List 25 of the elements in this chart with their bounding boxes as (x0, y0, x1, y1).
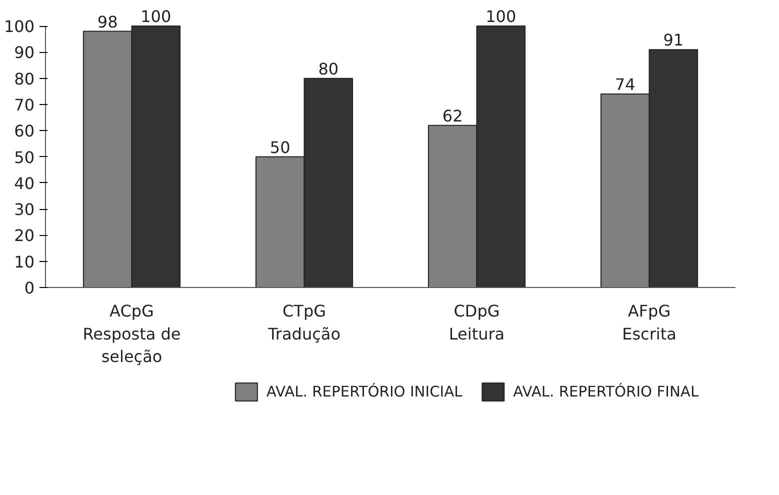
legend-label: AVAL. REPERTÓRIO INICIAL (266, 382, 464, 400)
x-tick-label: CDpG Leitura (448, 302, 505, 344)
data-label: 62 (442, 106, 463, 126)
data-label: 100 (486, 7, 516, 26)
y-tick-label: 100 (4, 17, 35, 36)
data-label: 74 (614, 75, 636, 94)
y-tick-label: 10 (14, 252, 34, 272)
data-label: 98 (97, 12, 118, 32)
x-tick-label: ACpG Resposta de seleção (82, 302, 181, 366)
y-tick-label: 20 (14, 226, 34, 246)
data-label: 100 (140, 7, 172, 26)
data-label: 80 (318, 59, 339, 78)
y-tick-label: 0 (24, 278, 35, 298)
y-tick-label: 60 (14, 122, 34, 141)
y-tick-label: 40 (14, 174, 34, 193)
x-tick-label: CTpG Tradução (267, 302, 341, 344)
y-tick-label: 50 (14, 148, 34, 167)
data-label: 50 (270, 138, 290, 157)
legend-label: AVAL. REPERTÓRIO FINAL (513, 382, 700, 400)
y-tick-label: 30 (14, 200, 34, 220)
data-label: 91 (663, 30, 684, 50)
y-tick-label: 90 (14, 43, 34, 62)
y-tick-label: 80 (14, 69, 34, 88)
x-tick-label: AFpG Escrita (622, 302, 676, 344)
y-tick-label: 70 (14, 95, 34, 114)
